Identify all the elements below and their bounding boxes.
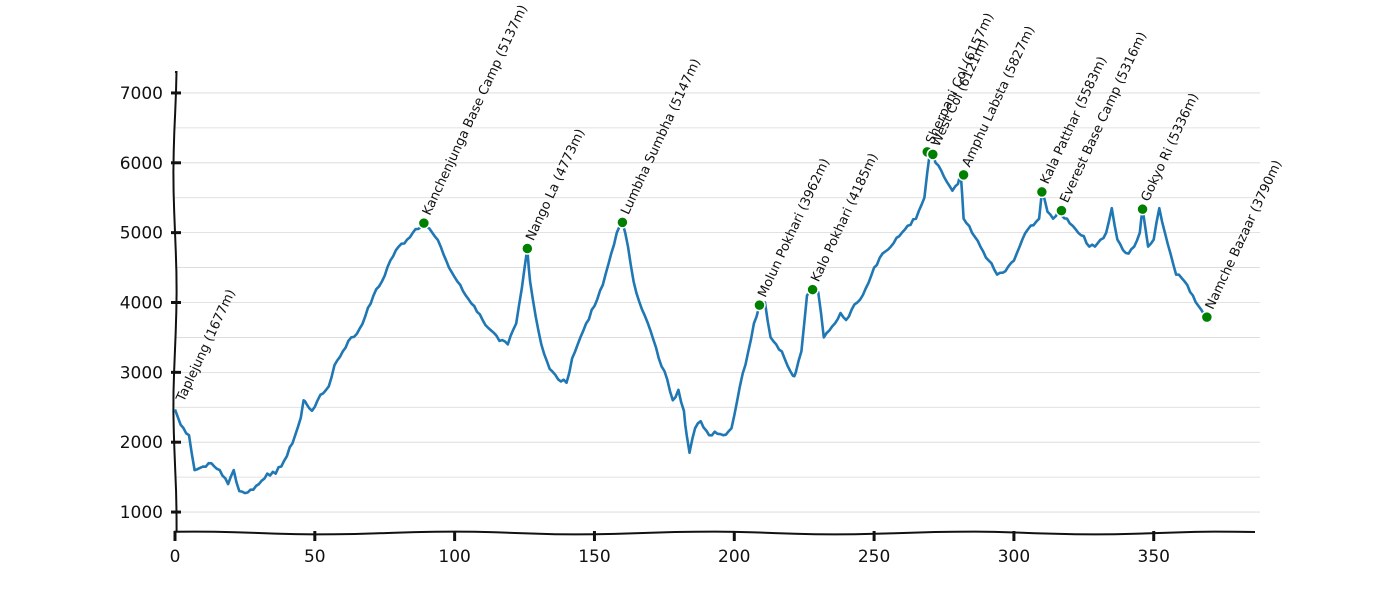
peak-marker-2 [521,242,534,255]
x-tick-label-50: 50 [304,547,326,567]
peak-marker-10 [1055,204,1068,217]
peak-marker-7 [926,148,940,161]
peak-markers: Taplejung (1677m) Kanchenjunga Base Camp … [173,3,1285,405]
x-tick-label-150: 150 [578,547,610,567]
x-tick-label-200: 200 [718,547,750,567]
y-tick-label-4000: 4000 [120,294,163,314]
peak-marker-8 [957,168,970,182]
x-axis-line [174,530,1256,536]
peak-marker-5 [806,283,819,296]
peak-label-11: Gokyo Ri (5336m) [1139,91,1202,204]
x-tick-label-100: 100 [438,547,470,567]
y-tick-label-3000: 3000 [120,363,163,383]
peak-marker-3 [616,216,629,229]
y-tick-label-2000: 2000 [120,433,163,453]
y-axis-line [172,71,178,533]
peak-label-2: Nango La (4773m) [523,127,588,243]
y-tick-label-6000: 6000 [120,154,163,174]
peak-marker-9 [1035,185,1049,199]
axes [172,71,1256,536]
peak-label-12: Namche Bazaar (3790m) [1203,158,1285,312]
x-tick-label-250: 250 [858,547,890,567]
y-tick-label-5000: 5000 [120,224,163,244]
x-axis-ticks: 0 50 100 150 200 250 300 350 [170,531,1170,567]
elevation-series [173,150,1208,495]
peak-label-1: Kanchenjunga Base Camp (5137m) [420,3,531,218]
peak-marker-12 [1200,310,1214,324]
gridlines [175,92,1260,513]
y-axis-ticks: 1000 2000 3000 4000 5000 6000 7000 [120,84,181,523]
peak-marker-1 [417,216,431,230]
y-tick-label-1000: 1000 [120,503,163,523]
y-tick-label-7000: 7000 [120,84,163,104]
peak-marker-11 [1136,202,1149,216]
x-tick-label-0: 0 [170,547,181,567]
x-tick-label-350: 350 [1138,547,1170,567]
x-tick-label-300: 300 [998,547,1030,567]
peak-label-0: Taplejung (1677m) [173,287,239,405]
elevation-line [173,150,1208,495]
peak-label-3: Lumbha Sumbha (5147m) [618,57,704,218]
peak-marker-4 [753,298,766,312]
